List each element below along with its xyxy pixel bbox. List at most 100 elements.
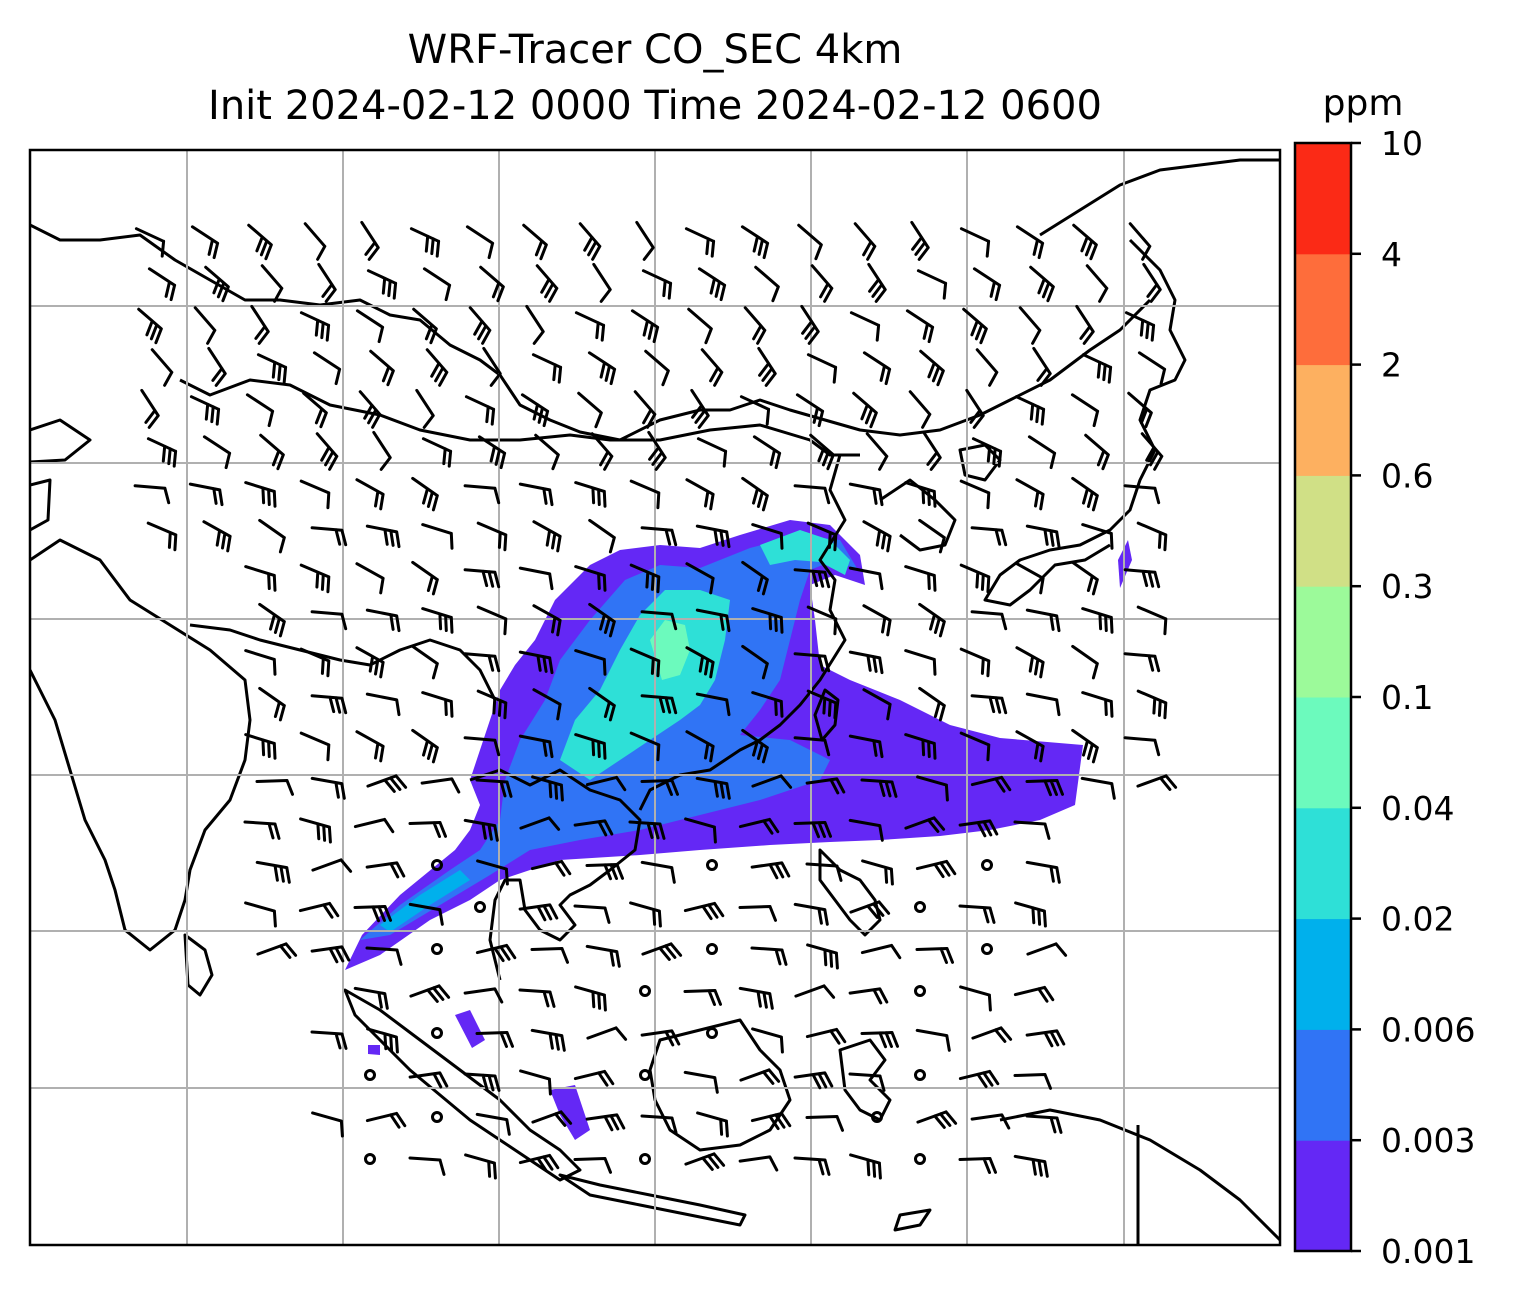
- wind-barb: [805, 777, 846, 795]
- wind-barb: [739, 1068, 781, 1085]
- wind-barb: [1075, 304, 1095, 345]
- coast-philippines: [818, 848, 882, 937]
- wind-barb: [133, 484, 171, 505]
- wind-barb: [188, 482, 224, 507]
- wind-barb: [793, 821, 832, 839]
- wind-barb: [534, 433, 560, 471]
- wind-barb: [365, 1111, 407, 1129]
- wind-barb: [258, 518, 286, 554]
- wind-barb: [848, 566, 884, 591]
- wind-barb: [592, 262, 612, 303]
- wind-barb: [586, 1026, 628, 1041]
- wind-barb: [644, 349, 670, 387]
- wind-barb: [312, 351, 342, 386]
- wind-calm-marker: [639, 985, 651, 997]
- wind-barb: [573, 819, 614, 837]
- wind-barb: [860, 943, 902, 960]
- wind-barb: [972, 267, 1002, 302]
- wind-barb: [310, 945, 351, 964]
- wind-barb: [1136, 605, 1168, 636]
- colorbar-tick-label: 0.04: [1381, 789, 1454, 828]
- wind-barb: [355, 646, 385, 679]
- wind-barb: [849, 311, 881, 342]
- wind-barb: [366, 1027, 399, 1054]
- wind-barb: [793, 902, 829, 926]
- wind-calm-marker: [914, 1069, 926, 1081]
- coast-caspian: [30, 418, 92, 464]
- wind-barb: [1015, 646, 1045, 679]
- colorbar-tick-label: 0.6: [1381, 456, 1433, 495]
- wind-barb: [1025, 860, 1061, 884]
- wind-barb: [463, 568, 501, 589]
- coast-sakhalin: [1039, 158, 1280, 237]
- wind-barb: [1081, 523, 1114, 550]
- wind-barb: [585, 863, 624, 881]
- wind-barb: [310, 1030, 348, 1050]
- wind-barb: [918, 602, 946, 638]
- wind-barb: [862, 688, 892, 721]
- wind-barb: [355, 309, 385, 344]
- wind-barb: [629, 563, 661, 594]
- wind-barb: [751, 774, 793, 789]
- colorbar-block: [1295, 1140, 1351, 1252]
- wind-barb: [1071, 560, 1099, 596]
- wind-barb: [255, 779, 294, 796]
- wind-barb: [531, 353, 563, 384]
- wind-barb: [519, 816, 561, 831]
- wind-barb: [577, 391, 603, 429]
- wind-barb: [522, 223, 548, 261]
- wind-barb: [690, 388, 710, 429]
- wind-barb: [411, 476, 439, 512]
- colorbar-unit: ppm: [1323, 83, 1404, 124]
- wind-barb: [1014, 395, 1046, 426]
- wind-barb: [1081, 353, 1113, 384]
- wind-barb: [1015, 225, 1045, 260]
- wind-barb: [475, 778, 513, 798]
- wind-barb: [793, 1071, 834, 1090]
- wind-barb: [532, 688, 562, 721]
- wind-barb: [1140, 432, 1164, 471]
- wind-barb: [530, 947, 569, 964]
- coast-timor: [893, 1208, 932, 1232]
- wind-barb: [738, 986, 774, 1010]
- wind-barb: [904, 733, 937, 760]
- wind-barb: [853, 222, 877, 261]
- wind-barb: [640, 1114, 678, 1134]
- wind-barb: [640, 694, 678, 715]
- wind-barb: [535, 264, 559, 303]
- wind-barb: [685, 646, 715, 679]
- wind-barb: [1013, 1154, 1049, 1178]
- wind-barb: [751, 523, 784, 550]
- wind-barb: [1029, 265, 1055, 303]
- wind-barb: [420, 777, 461, 794]
- wind-barb: [310, 776, 346, 800]
- wind-barb: [365, 692, 401, 717]
- coast-taiwan: [813, 688, 840, 742]
- wind-barb: [475, 943, 517, 963]
- wind-barb: [793, 484, 831, 505]
- wind-barb: [532, 604, 562, 637]
- wind-barbs: [133, 220, 1178, 1180]
- wind-barb: [629, 731, 661, 762]
- wind-barb: [971, 1026, 1013, 1043]
- wind-barb: [806, 943, 839, 970]
- wind-barb: [573, 1157, 612, 1174]
- wind-barb: [805, 862, 843, 882]
- wind-barb: [958, 1069, 1000, 1089]
- colorbar-tick-label: 0.02: [1381, 900, 1454, 939]
- wind-barb: [696, 437, 728, 468]
- wind-barb: [256, 942, 298, 959]
- wind-barb: [299, 731, 331, 762]
- wind-barb: [299, 563, 331, 594]
- wind-barb: [137, 307, 163, 345]
- wind-barb: [1014, 901, 1047, 928]
- wind-barb: [970, 610, 1008, 631]
- wind-barb: [683, 989, 722, 1006]
- wind-barb: [1032, 346, 1052, 387]
- wind-barb: [848, 482, 884, 507]
- wind-barb: [585, 1113, 626, 1132]
- wind-barb: [633, 390, 657, 429]
- wind-barb: [1123, 736, 1161, 757]
- wind-barb: [317, 262, 337, 303]
- wind-barb: [861, 859, 894, 886]
